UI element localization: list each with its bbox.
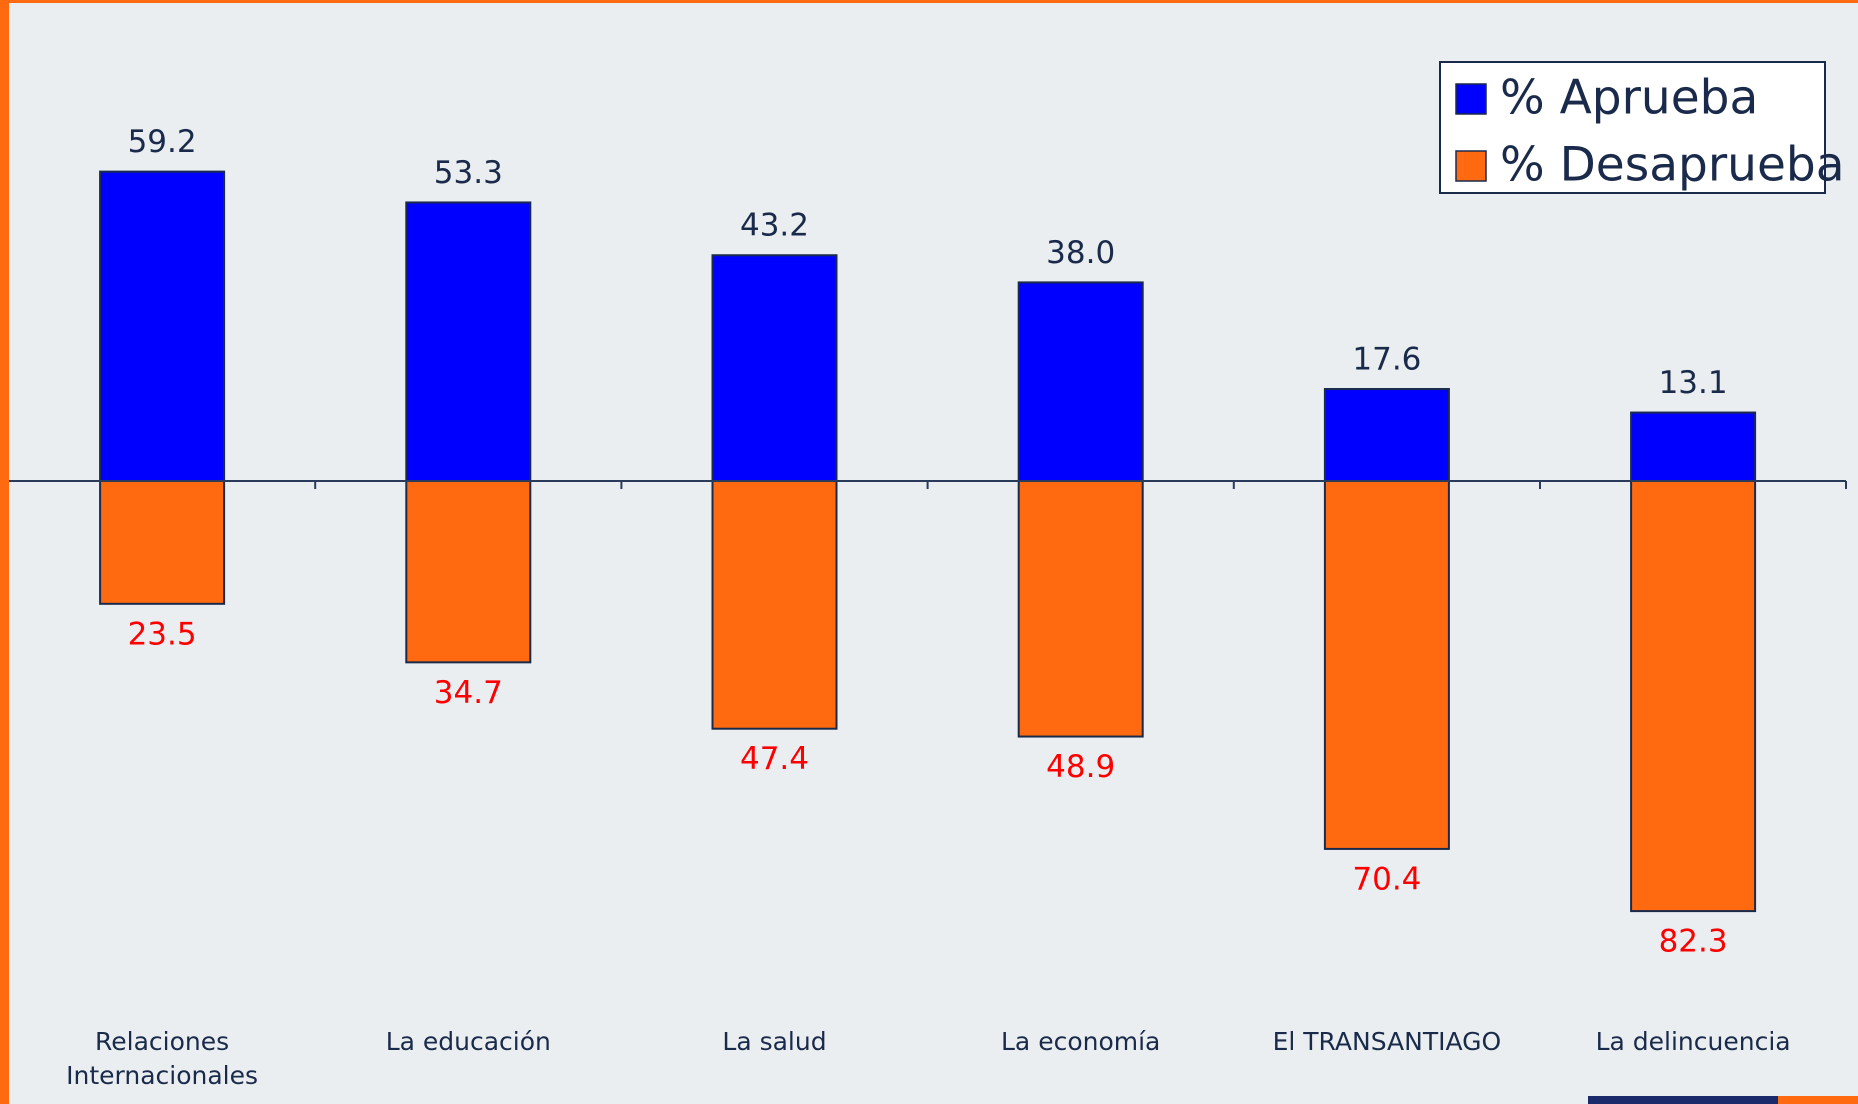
- value-label: 13.1: [1659, 365, 1728, 401]
- legend-label: % Aprueba: [1500, 71, 1758, 126]
- legend-swatch: [1455, 83, 1487, 115]
- bar: [1630, 480, 1757, 913]
- bar: [711, 254, 838, 482]
- value-label: 48.9: [1046, 749, 1115, 785]
- top-border: [0, 0, 1858, 3]
- bar: [1323, 388, 1450, 482]
- value-label: 17.6: [1352, 342, 1421, 378]
- value-label: 47.4: [740, 741, 809, 777]
- bar: [1630, 411, 1757, 482]
- value-label: 38.0: [1046, 235, 1115, 271]
- bars: 59.2 53.3 43.2 38.0 17.6 13.1 23.5 34.7 47.4 48.9…: [99, 124, 1847, 960]
- left-border: [0, 0, 9, 1104]
- bar: [1017, 281, 1144, 482]
- bar: [1323, 480, 1450, 850]
- x-tick-label: La economía: [1001, 1027, 1161, 1056]
- bar: [405, 201, 532, 482]
- value-label: 23.5: [128, 616, 197, 652]
- x-tick-label: La delincuencia: [1595, 1027, 1791, 1056]
- x-tick-label: La educación: [385, 1027, 551, 1056]
- value-label: 70.4: [1352, 861, 1421, 897]
- value-label: 34.7: [434, 675, 503, 711]
- value-label: 59.2: [128, 124, 197, 160]
- value-label: 82.3: [1659, 924, 1728, 960]
- corner-bar: [1588, 1096, 1778, 1104]
- legend-swatch: [1455, 150, 1487, 182]
- bar: [1017, 480, 1144, 738]
- bar: [711, 480, 838, 730]
- corner-bar: [1778, 1096, 1858, 1104]
- x-tick-label: La salud: [722, 1027, 827, 1056]
- x-tick-label: Relaciones Internacionales: [66, 1027, 259, 1090]
- bar: [99, 170, 226, 483]
- bar: [405, 480, 532, 664]
- value-label: 53.3: [434, 155, 503, 191]
- legend-label: % Desaprueba: [1500, 138, 1845, 193]
- legend-box: [1439, 61, 1826, 194]
- x-tick-label: El TRANSANTIAGO: [1272, 1027, 1502, 1056]
- legend: % Aprueba % Desaprueba: [1439, 61, 1845, 194]
- value-label: 43.2: [740, 208, 809, 244]
- bar: [99, 480, 226, 605]
